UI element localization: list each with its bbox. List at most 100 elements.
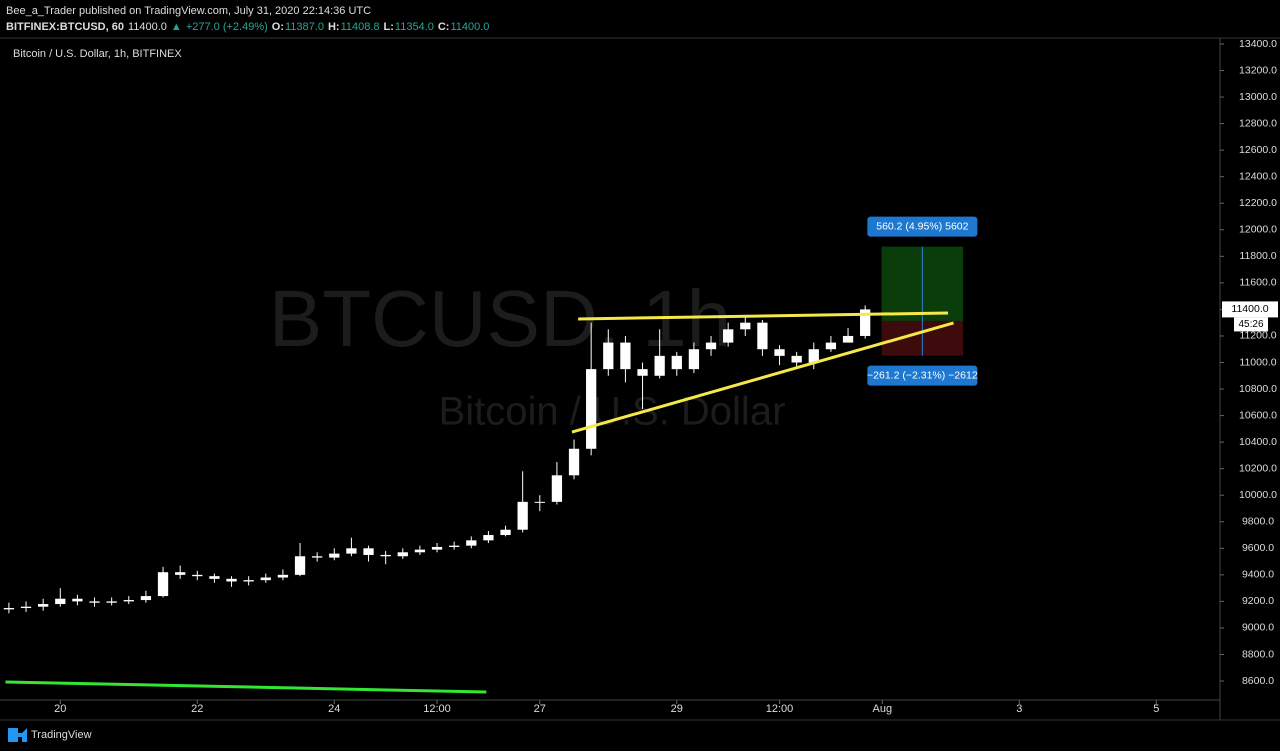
y-tick-label: 13200.0 bbox=[1239, 64, 1277, 76]
header-text: H: bbox=[328, 21, 340, 33]
candle-body bbox=[723, 329, 734, 343]
price-tag-label: 11400.0 bbox=[1231, 303, 1268, 315]
candle-body bbox=[791, 355, 802, 363]
header-text: ▲ bbox=[171, 21, 182, 33]
candle-body bbox=[551, 475, 563, 502]
header-text: +277.0 (+2.49%) bbox=[186, 21, 268, 33]
y-tick-label: 9000.0 bbox=[1242, 622, 1274, 634]
position-label: 560.2 (4.95%) 5602 bbox=[876, 220, 968, 232]
candle-body bbox=[414, 549, 426, 553]
candle-body bbox=[3, 608, 15, 610]
price-tag bbox=[1222, 301, 1278, 318]
candle-body bbox=[483, 535, 494, 541]
logo bbox=[8, 728, 27, 742]
candle-body bbox=[637, 369, 648, 376]
candle-body bbox=[431, 546, 443, 550]
y-tick-label: 13000.0 bbox=[1239, 91, 1277, 103]
candle-body bbox=[466, 540, 477, 546]
y-tick-label: 12200.0 bbox=[1239, 197, 1277, 209]
y-tick-label: 9800.0 bbox=[1242, 516, 1274, 528]
candle-body bbox=[277, 574, 289, 578]
countdown: 45:26 bbox=[1238, 319, 1263, 330]
label-box bbox=[867, 365, 978, 386]
y-tick-label: 11800.0 bbox=[1239, 250, 1276, 262]
candle-body bbox=[380, 554, 391, 557]
y-tick-label: 11200.0 bbox=[1239, 330, 1276, 342]
label-box bbox=[867, 216, 978, 237]
y-tick-label: 13400.0 bbox=[1239, 38, 1277, 50]
y-tick-label: 9200.0 bbox=[1242, 595, 1274, 607]
header-text: C: bbox=[438, 21, 450, 33]
candle-body bbox=[260, 577, 271, 581]
header-text: 11400.0 bbox=[450, 21, 489, 33]
chart-title: Bitcoin / U.S. Dollar, 1h, BITFINEX bbox=[13, 48, 182, 60]
y-tick-label: 10600.0 bbox=[1239, 409, 1277, 421]
y-tick-label: 10400.0 bbox=[1239, 436, 1277, 448]
header-text: L: bbox=[384, 21, 394, 33]
y-tick-label: 11600.0 bbox=[1239, 277, 1276, 289]
x-tick-label: 3 bbox=[1016, 703, 1022, 715]
x-tick-label: Aug bbox=[873, 703, 893, 715]
y-tick-label: 12400.0 bbox=[1239, 170, 1277, 182]
candle-body bbox=[312, 556, 323, 558]
header-text: 11408.8 bbox=[341, 21, 380, 33]
candle-body bbox=[842, 335, 854, 343]
candle-body bbox=[106, 601, 117, 603]
y-tick-label: 8600.0 bbox=[1242, 675, 1274, 687]
candle-body bbox=[20, 606, 32, 609]
candle-body bbox=[363, 548, 374, 555]
y-tick-label: 8800.0 bbox=[1242, 648, 1274, 660]
y-tick-label: 9600.0 bbox=[1242, 542, 1274, 554]
header-text: 11354.0 bbox=[395, 21, 434, 33]
candle-body bbox=[500, 529, 511, 536]
x-tick-label: 20 bbox=[54, 703, 66, 715]
candle-body bbox=[654, 355, 665, 376]
y-tick-label: 10200.0 bbox=[1239, 462, 1277, 474]
x-tick-label: 12:00 bbox=[423, 703, 451, 715]
candle-body bbox=[55, 598, 66, 605]
watermark: Bitcoin / U.S. Dollar bbox=[439, 390, 786, 434]
candle-body bbox=[329, 553, 340, 558]
candle-body bbox=[346, 548, 357, 554]
candle-body bbox=[860, 309, 871, 336]
x-tick-label: 22 bbox=[191, 703, 203, 715]
candle-body bbox=[620, 342, 631, 370]
candle-body bbox=[192, 574, 203, 577]
candle-body bbox=[586, 369, 597, 449]
candle-body bbox=[568, 448, 580, 476]
x-tick-label: 12:00 bbox=[766, 703, 794, 715]
candle-body bbox=[123, 600, 134, 602]
candle-body bbox=[397, 552, 408, 557]
candle-body bbox=[209, 576, 220, 579]
candle-body bbox=[603, 342, 614, 370]
position-label: −261.2 (−2.31%) −2612 bbox=[867, 369, 978, 381]
y-tick-label: 10000.0 bbox=[1239, 489, 1277, 501]
trendline bbox=[571, 321, 954, 434]
trendline bbox=[5, 680, 487, 694]
candle-body bbox=[38, 604, 49, 607]
trendline bbox=[578, 311, 949, 321]
x-tick-label: 27 bbox=[534, 703, 546, 715]
x-tick-label: 24 bbox=[328, 703, 340, 715]
y-tick-label: 12800.0 bbox=[1239, 117, 1277, 129]
header-text: 11387.0 bbox=[285, 21, 324, 33]
candle-body bbox=[140, 596, 152, 601]
candle-body bbox=[157, 572, 169, 597]
y-tick-label: 10800.0 bbox=[1239, 383, 1277, 395]
symbol-info: BITFINEX:BTCUSD, 60 11400.0 ▲ +277.0 (+2.49… bbox=[6, 21, 489, 33]
y-tick-label: 11000.0 bbox=[1239, 356, 1276, 368]
y-tick-label: 12600.0 bbox=[1239, 144, 1277, 156]
footer: TradingView bbox=[31, 729, 92, 741]
candle-body bbox=[243, 580, 254, 582]
candle-body bbox=[740, 322, 751, 330]
candle-body bbox=[517, 501, 528, 530]
candle-body bbox=[808, 349, 819, 363]
candle-body bbox=[226, 578, 237, 582]
countdown-tag bbox=[1234, 317, 1268, 332]
publisher: Bee_a_Trader published on TradingView.co… bbox=[6, 5, 371, 17]
candle-body bbox=[89, 601, 100, 603]
candle-body bbox=[449, 545, 460, 547]
candle-body bbox=[72, 598, 83, 602]
header-text: O: bbox=[272, 21, 284, 33]
